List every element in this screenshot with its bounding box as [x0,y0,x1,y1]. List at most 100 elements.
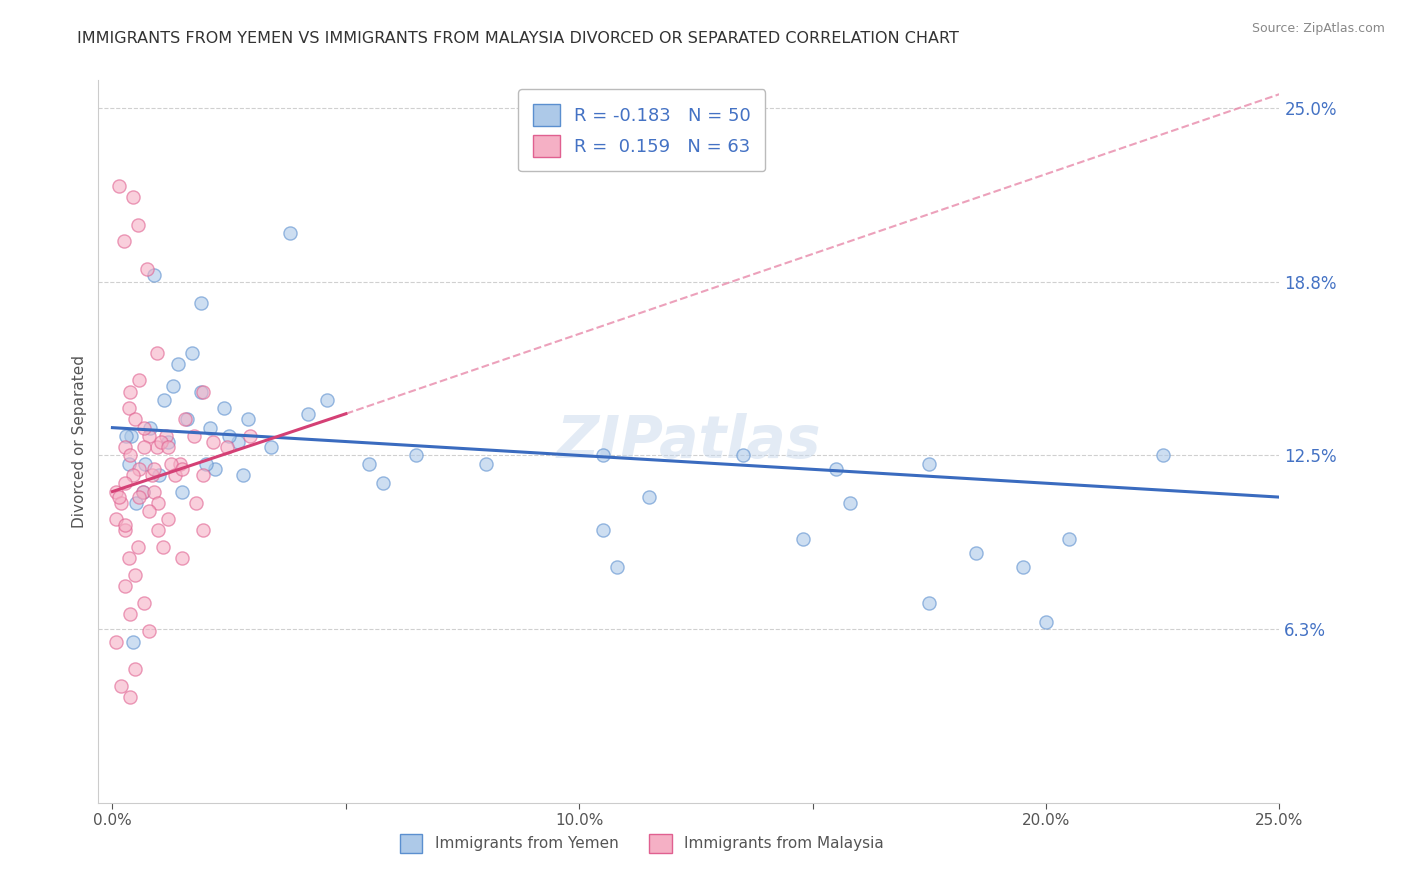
Point [165,467,187,482]
Point [120,429,142,443]
Point [159,457,181,471]
Point [157,434,180,449]
Point [1059,532,1081,546]
Point [731,449,754,463]
Point [152,392,174,407]
Point [475,457,498,471]
Point [124,662,146,676]
Point [118,551,141,566]
Point [105,634,128,648]
Point [373,476,395,491]
Point [918,596,941,610]
Point [792,532,814,546]
Point [118,457,141,471]
Point [405,449,427,463]
Point [825,462,848,476]
Point [152,540,174,554]
Point [592,524,614,538]
Point [183,429,205,443]
Point [190,295,212,310]
Point [156,512,179,526]
Text: Source: ZipAtlas.com: Source: ZipAtlas.com [1251,22,1385,36]
Point [193,524,215,538]
Point [142,484,165,499]
Point [124,568,146,582]
Point [170,551,193,566]
Point [150,434,173,449]
Point [201,434,224,449]
Point [184,496,207,510]
Point [132,484,155,499]
Point [110,679,132,693]
Point [155,429,177,443]
Point [138,624,160,638]
Point [1152,449,1174,463]
Point [169,457,191,471]
Point [232,467,254,482]
Point [105,484,128,499]
Point [120,449,142,463]
Point [114,517,136,532]
Point [105,512,128,526]
Point [170,462,193,476]
Point [141,467,163,482]
Point [114,579,136,593]
Point [166,357,188,371]
Point [193,384,215,399]
Point [228,434,250,449]
Point [1011,559,1033,574]
Point [114,524,136,538]
Point [218,429,240,443]
Point [215,440,238,454]
Point [239,429,262,443]
Point [638,490,661,504]
Y-axis label: Divorced or Separated: Divorced or Separated [72,355,87,528]
Point [193,467,215,482]
Point [136,262,159,277]
Point [359,457,381,471]
Point [114,440,136,454]
Point [128,462,150,476]
Point [965,546,987,560]
Point [118,401,141,416]
Point [128,490,150,504]
Point [127,218,149,232]
Point [146,524,169,538]
Point [260,440,283,454]
Point [1035,615,1057,630]
Point [128,373,150,387]
Point [138,429,160,443]
Point [127,540,149,554]
Point [204,462,226,476]
Point [200,420,222,434]
Text: IMMIGRANTS FROM YEMEN VS IMMIGRANTS FROM MALAYSIA DIVORCED OR SEPARATED CORRELAT: IMMIGRANTS FROM YEMEN VS IMMIGRANTS FROM… [77,31,959,46]
Point [108,178,131,193]
Text: ZIPatlas: ZIPatlas [557,413,821,470]
Point [114,476,136,491]
Point [143,268,166,282]
Point [110,496,132,510]
Point [115,429,138,443]
Point [125,496,148,510]
Point [839,496,862,510]
Point [278,226,301,240]
Point [146,345,169,359]
Point [146,496,169,510]
Point [214,401,236,416]
Point [108,490,131,504]
Point [112,235,135,249]
Point [592,449,614,463]
Point [918,457,941,471]
Point [134,420,156,434]
Point [134,457,156,471]
Point [134,440,156,454]
Point [606,559,628,574]
Point [173,412,195,426]
Legend: Immigrants from Yemen, Immigrants from Malaysia: Immigrants from Yemen, Immigrants from M… [392,826,891,860]
Point [122,634,145,648]
Point [122,190,145,204]
Point [176,412,198,426]
Point [138,504,160,518]
Point [124,412,146,426]
Point [120,607,142,621]
